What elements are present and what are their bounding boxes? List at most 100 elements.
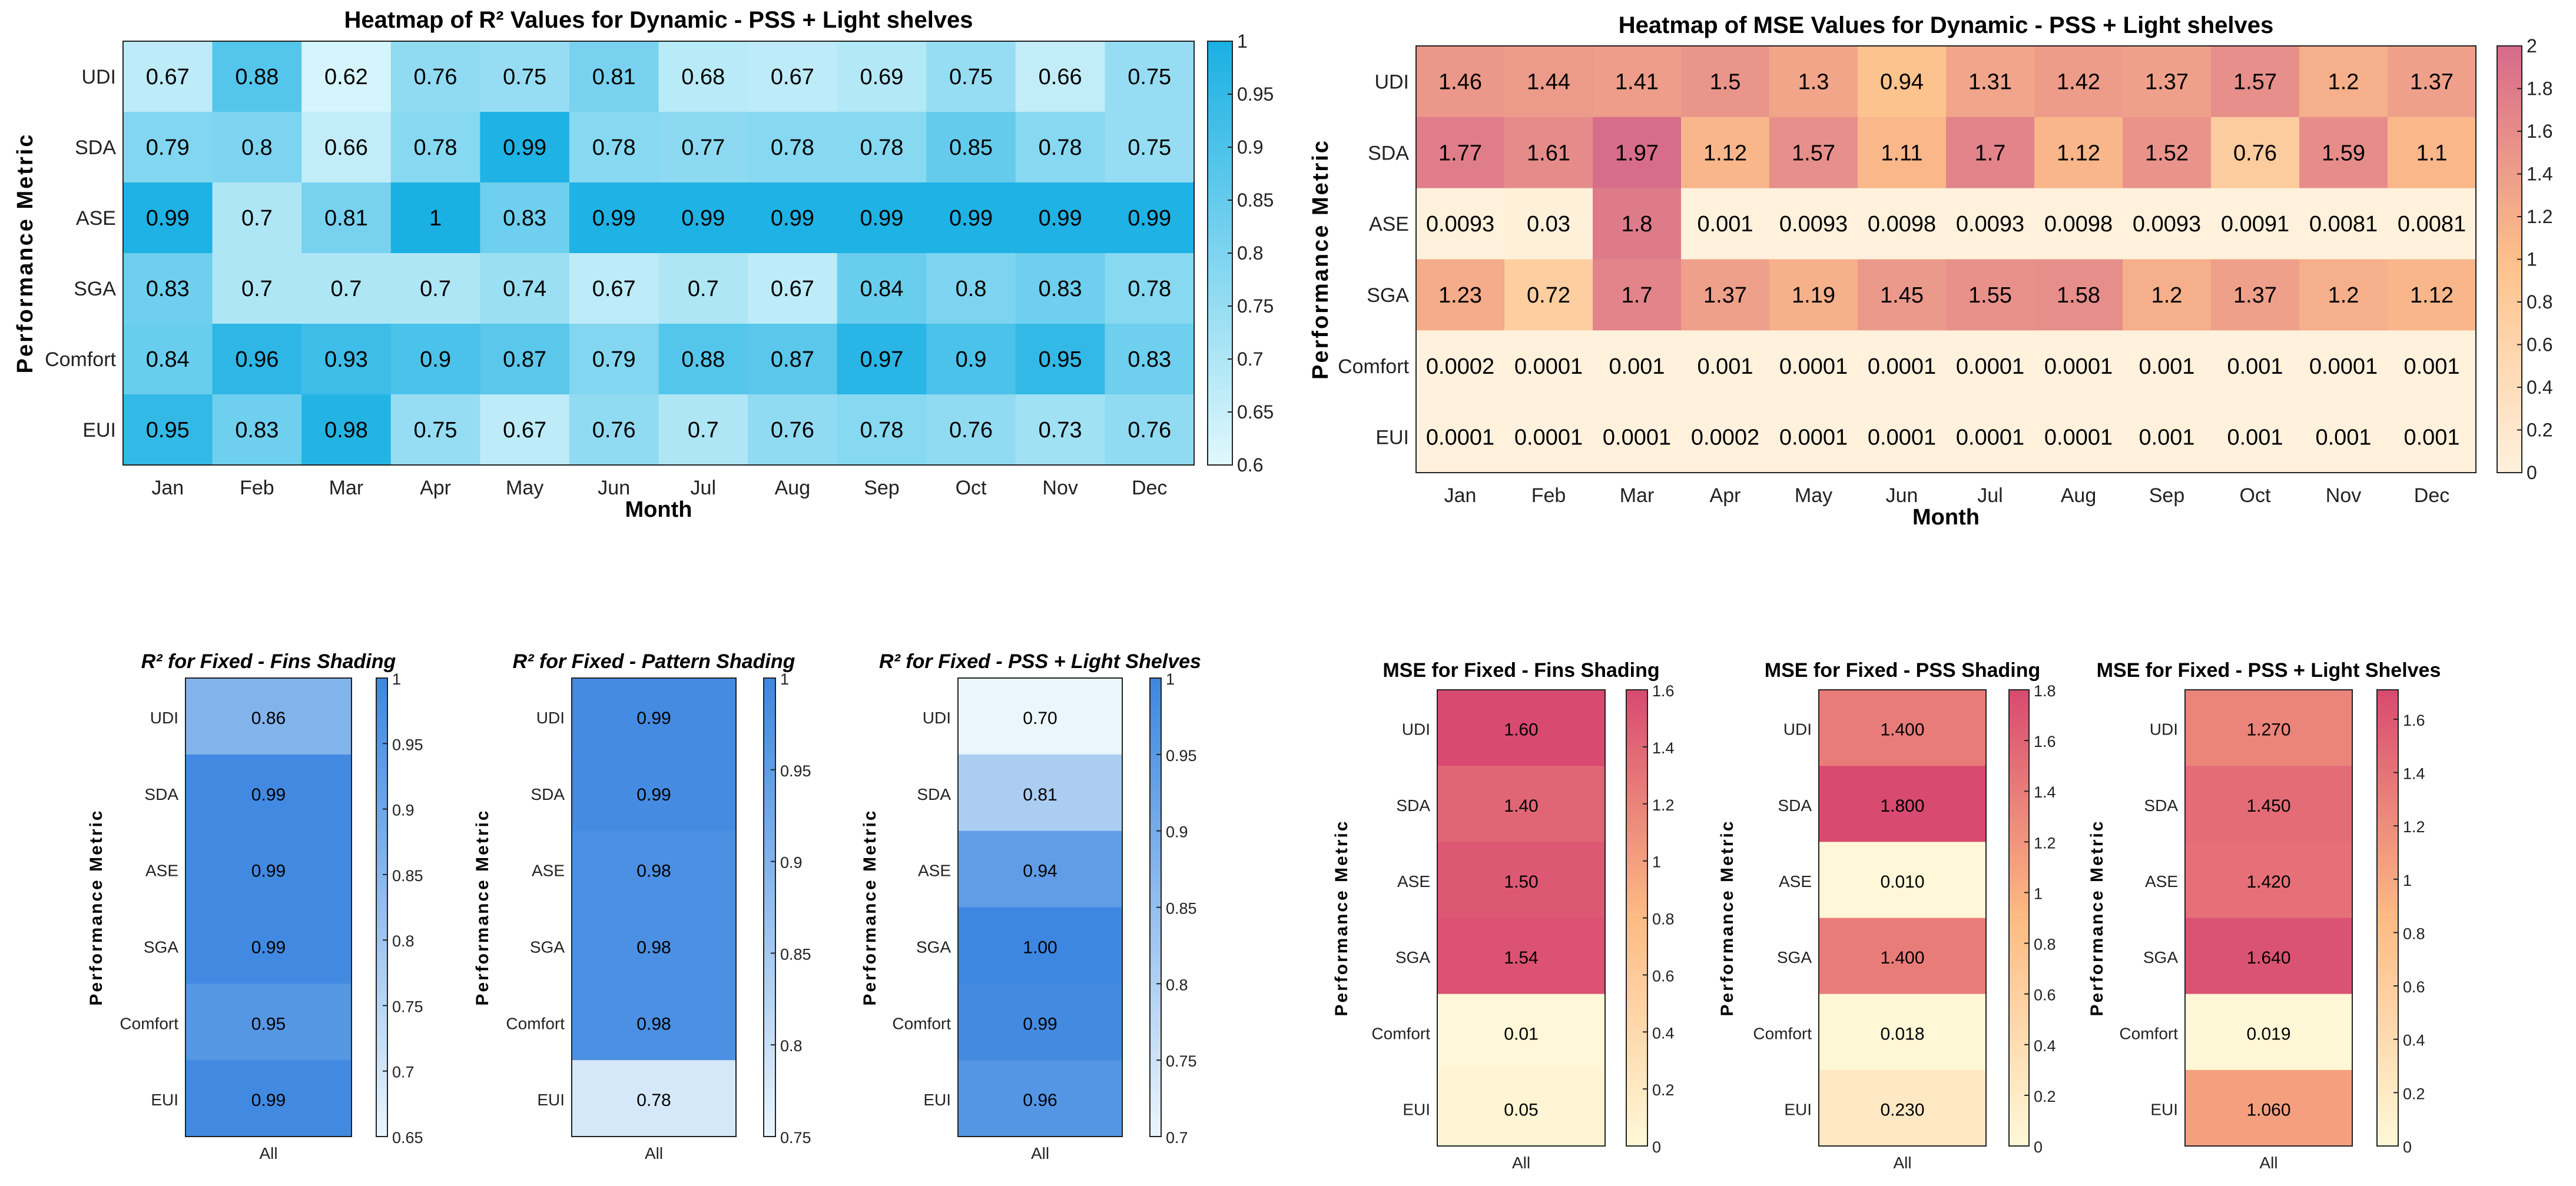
cell-label: 0.9 [420, 347, 451, 372]
column-tick-label: All [1031, 1144, 1049, 1162]
heatmap-cell [301, 182, 392, 254]
cell-label: 0.0098 [1868, 212, 1936, 237]
cell-label: 1.8 [1622, 212, 1653, 237]
heatmap-cell [569, 324, 659, 395]
colorbar-tick-label: 1 [392, 670, 401, 688]
cell-label: 0.0001 [2044, 354, 2113, 379]
cell-label: 0.85 [949, 135, 993, 160]
row-tick-label: ASE [1397, 872, 1430, 891]
column-tick-label: Mar [1620, 484, 1655, 507]
colorbar-tick-label: 0.4 [2527, 377, 2552, 398]
y-axis-label: Performance Metric [1718, 819, 1737, 1016]
cell-label: 1.37 [2410, 69, 2454, 94]
cell-label: 0.67 [592, 277, 636, 301]
chart-title: Heatmap of R² Values for Dynamic - PSS +… [344, 7, 973, 33]
heatmap-cell [958, 830, 1123, 908]
cell-label: 1.2 [2151, 283, 2183, 308]
heatmap-cell [1769, 259, 1858, 331]
column-tick-label: Apr [1710, 484, 1741, 507]
cell-label: 0.99 [636, 709, 671, 728]
cell-label: 0.69 [860, 65, 903, 89]
heatmap-cell [2123, 330, 2212, 402]
colorbar-tick-label: 0 [2527, 462, 2537, 483]
row-tick-label: EUI [537, 1091, 565, 1109]
colorbar-tick-label: 1.6 [2527, 121, 2552, 142]
row-tick-label: SDA [144, 785, 178, 803]
heatmap-cell [123, 394, 213, 466]
heatmap-cell [2034, 188, 2123, 260]
colorbar-tick-label: 0.75 [392, 998, 423, 1015]
heatmap-cell [1858, 46, 1947, 118]
row-tick-label: Comfort [120, 1014, 178, 1032]
chart-title: Heatmap of MSE Values for Dynamic - PSS … [1619, 12, 2274, 38]
colorbar-tick-label: 0.8 [1166, 976, 1188, 994]
cell-label: 1.37 [1703, 283, 1747, 308]
heatmap-cell [2185, 994, 2353, 1071]
heatmap-cell [926, 394, 1016, 466]
heatmap-cell [1681, 401, 1770, 473]
cell-label: 1.37 [2145, 69, 2189, 94]
heatmap-cell [569, 182, 659, 254]
cell-label: 1.400 [1880, 948, 1924, 968]
colorbar-tick-label: 1.4 [2403, 765, 2425, 782]
heatmap-cell [1437, 1069, 1606, 1147]
colorbar-tick-label: 1.6 [2403, 712, 2425, 729]
colorbar-tick-label: 0.95 [1166, 747, 1197, 765]
heatmap-cell [212, 253, 302, 324]
heatmap-cell [926, 112, 1016, 183]
colorbar-tick-label: 0.4 [2403, 1032, 2425, 1049]
colorbar-tick-label: 0.7 [1237, 348, 1263, 370]
cell-label: 1.57 [1792, 141, 1835, 165]
cell-label: 0.8 [956, 277, 987, 301]
cell-label: 0.0001 [1868, 354, 1936, 379]
cell-label: 0.99 [251, 1091, 286, 1110]
heatmap-cell [2185, 918, 2353, 995]
row-tick-label: Comfort [1338, 356, 1409, 378]
heatmap-cell [2388, 188, 2476, 260]
cell-label: 0.7 [241, 206, 273, 231]
heatmap-cell [1105, 112, 1195, 183]
heatmap-cell [1105, 182, 1195, 254]
cell-label: 0.78 [1128, 277, 1171, 301]
column-tick-label: Feb [240, 477, 274, 499]
row-tick-label: EUI [923, 1091, 951, 1109]
colorbar-tick-label: 0.2 [2034, 1088, 2056, 1105]
heatmap-cell [2388, 401, 2476, 473]
heatmap-cell [1015, 394, 1105, 466]
column-tick-label: Nov [1042, 477, 1078, 499]
column-tick-label: Feb [1531, 484, 1566, 507]
colorbar-tick-label: 0.65 [1237, 401, 1274, 423]
heatmap-cell [185, 830, 352, 908]
colorbar-tick-label: 0.2 [1652, 1081, 1675, 1099]
heatmap-cell [1504, 330, 1593, 402]
heatmap-cell [926, 324, 1016, 395]
row-tick-label: ASE [1369, 213, 1409, 235]
row-tick-label: EUI [2150, 1100, 2178, 1118]
heatmap-cell [1593, 117, 1682, 189]
heatmap-cell [1819, 1069, 1987, 1147]
heatmap-cell [572, 984, 737, 1061]
heatmap-cell [572, 830, 737, 908]
cell-label: 1.37 [2233, 283, 2277, 308]
heatmap-cell [837, 182, 927, 254]
heatmap-cell [958, 907, 1123, 984]
colorbar-tick-label: 0.95 [780, 762, 811, 780]
cell-label: 0.87 [503, 347, 546, 372]
heatmap-cell [2034, 46, 2123, 118]
cell-label: 0.001 [1697, 354, 1753, 379]
cell-label: 1.400 [1880, 720, 1924, 740]
heatmap-cell [1593, 330, 1682, 402]
row-tick-label: ASE [76, 207, 116, 230]
cell-label: 0.010 [1880, 872, 1924, 892]
cell-label: 0.0001 [1956, 354, 2024, 379]
colorbar-tick-label: 0 [2034, 1138, 2043, 1156]
heatmap-cell [212, 324, 302, 395]
colorbar-tick-label: 0.9 [1237, 137, 1263, 158]
heatmap-cell [569, 112, 659, 183]
heatmap-cell [837, 324, 927, 395]
cell-label: 0.001 [2227, 354, 2283, 379]
heatmap-cell [1819, 842, 1987, 918]
heatmap-cell [2123, 117, 2212, 189]
heatmap-cell [212, 182, 302, 254]
heatmap-cell [1946, 46, 2035, 118]
